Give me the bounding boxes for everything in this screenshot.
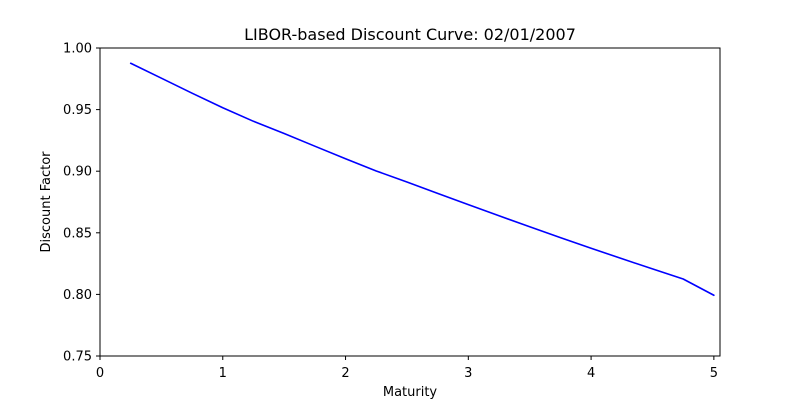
y-tick-label: 0.85 [63, 226, 92, 241]
plot-area [129, 62, 715, 297]
plot-frame [99, 47, 721, 357]
x-axis-label: Maturity [383, 385, 438, 400]
y-tick-label: 1.00 [63, 42, 92, 57]
y-tick-label: 0.75 [63, 350, 92, 365]
x-tick-label: 5 [710, 366, 718, 381]
series-line [129, 62, 715, 297]
y-axis: 0.75 0.80 0.85 0.90 0.95 1.00 [63, 42, 100, 365]
x-tick-label: 0 [96, 366, 104, 381]
y-tick-label: 0.90 [63, 165, 92, 180]
x-axis: 0 1 2 3 4 5 [96, 356, 718, 381]
y-axis-label: Discount Factor [39, 151, 54, 253]
x-tick-label: 4 [587, 366, 595, 381]
chart-title: LIBOR-based Discount Curve: 02/01/2007 [244, 25, 576, 44]
x-tick-label: 2 [341, 366, 349, 381]
y-tick-label: 0.95 [63, 103, 92, 118]
y-tick-label: 0.80 [63, 288, 92, 303]
x-tick-label: 3 [464, 366, 472, 381]
x-tick-label: 1 [219, 366, 227, 381]
